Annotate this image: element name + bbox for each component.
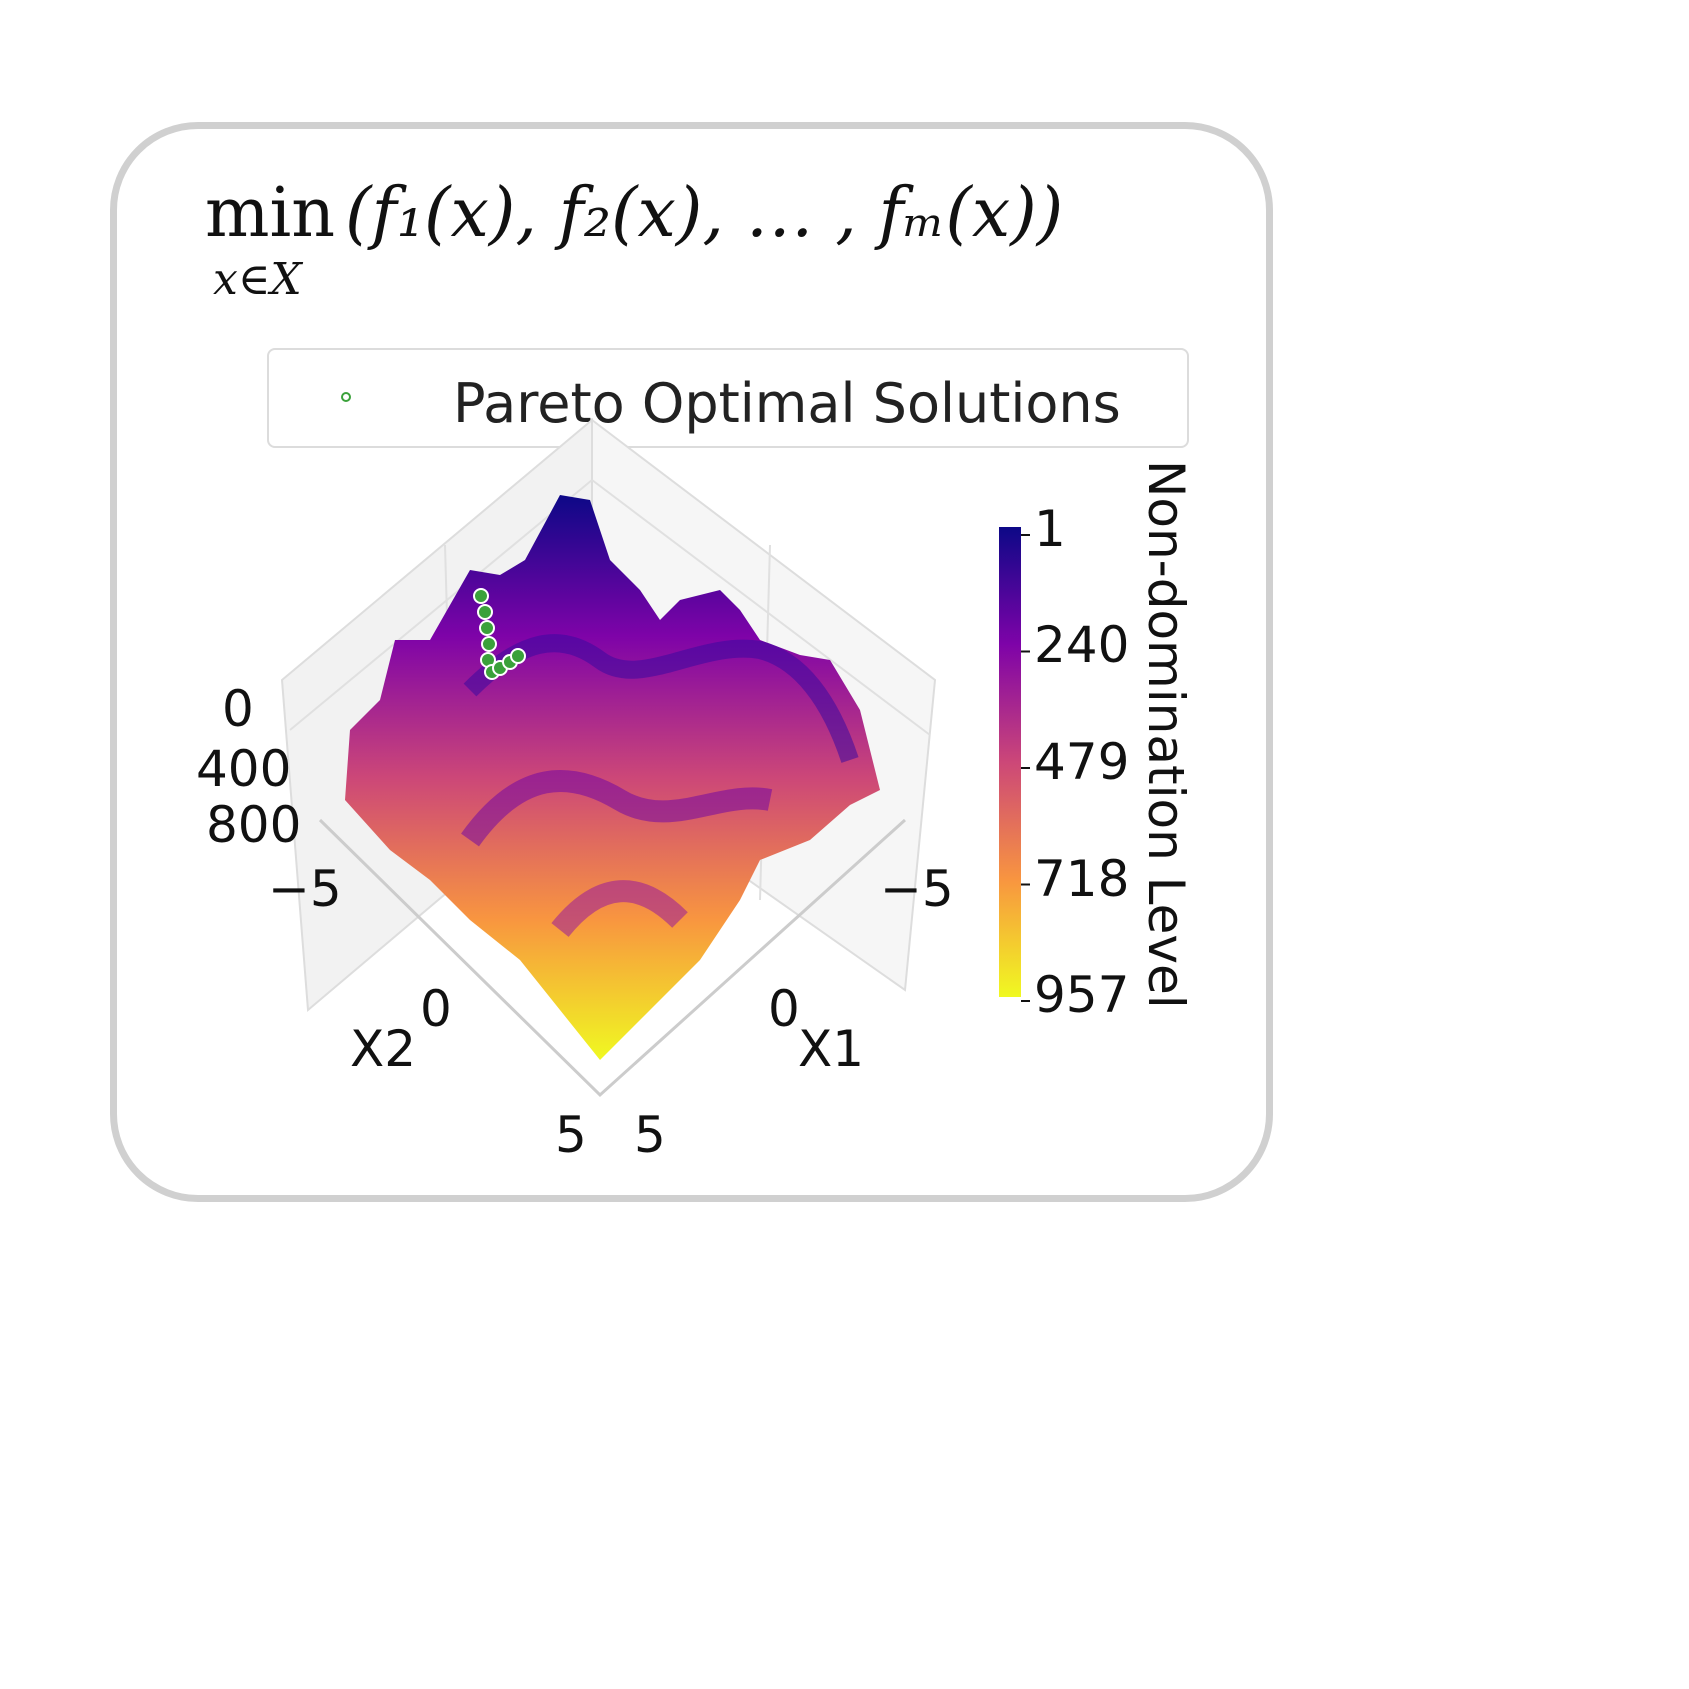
surface-ridge — [463, 634, 859, 763]
formula-body: (f₁(x), f₂(x), … , fₘ(x)) — [345, 174, 1064, 253]
grid-line — [289, 479, 593, 731]
z-tick-label: 0 — [222, 680, 254, 738]
chart-legend: Pareto Optimal Solutions — [267, 348, 1189, 448]
y-tick-label: 0 — [420, 980, 452, 1038]
y-tick-label: 5 — [555, 1106, 587, 1164]
formula-subscript: x∈X — [213, 254, 302, 305]
pareto-point — [479, 620, 495, 636]
surface-mesh — [345, 495, 880, 1060]
colorbar-ticks — [1021, 534, 1030, 1002]
z-tick-label: 400 — [196, 740, 292, 798]
colorbar-tick-label: 240 — [1034, 616, 1130, 674]
legend-marker-icon — [341, 392, 351, 402]
surface-ridge — [461, 770, 773, 847]
pareto-point — [477, 604, 493, 620]
x-tick-label: −5 — [880, 860, 954, 918]
formula-min: min — [205, 174, 336, 253]
pareto-points — [473, 588, 526, 680]
colorbar-label: Non-domination Level — [1137, 460, 1195, 1009]
x-tick-label: 5 — [634, 1106, 666, 1164]
objective-formula: min x∈X (f₁(x), f₂(x), … , fₘ(x)) — [205, 180, 1063, 302]
x-axis-label: X1 — [798, 1020, 865, 1078]
colorbar-tick-label: 957 — [1034, 966, 1130, 1024]
legend-label: Pareto Optimal Solutions — [453, 372, 1121, 435]
z-tick-label: 800 — [206, 796, 302, 854]
colorbar-tick-label: 479 — [1034, 733, 1130, 791]
y-tick-label: −5 — [268, 860, 342, 918]
axis-floor-edge — [318, 818, 907, 1098]
pareto-point — [481, 636, 497, 652]
colorbar-tick-label: 1 — [1034, 500, 1066, 558]
colorbar-tick-label: 718 — [1034, 850, 1130, 908]
colorbar — [999, 527, 1021, 997]
y-axis-label: X2 — [350, 1020, 417, 1078]
surface-ridge — [551, 880, 688, 938]
pareto-point — [510, 648, 526, 664]
pareto-point — [473, 588, 489, 604]
grid-line — [591, 479, 931, 736]
x-tick-label: 0 — [768, 980, 800, 1038]
